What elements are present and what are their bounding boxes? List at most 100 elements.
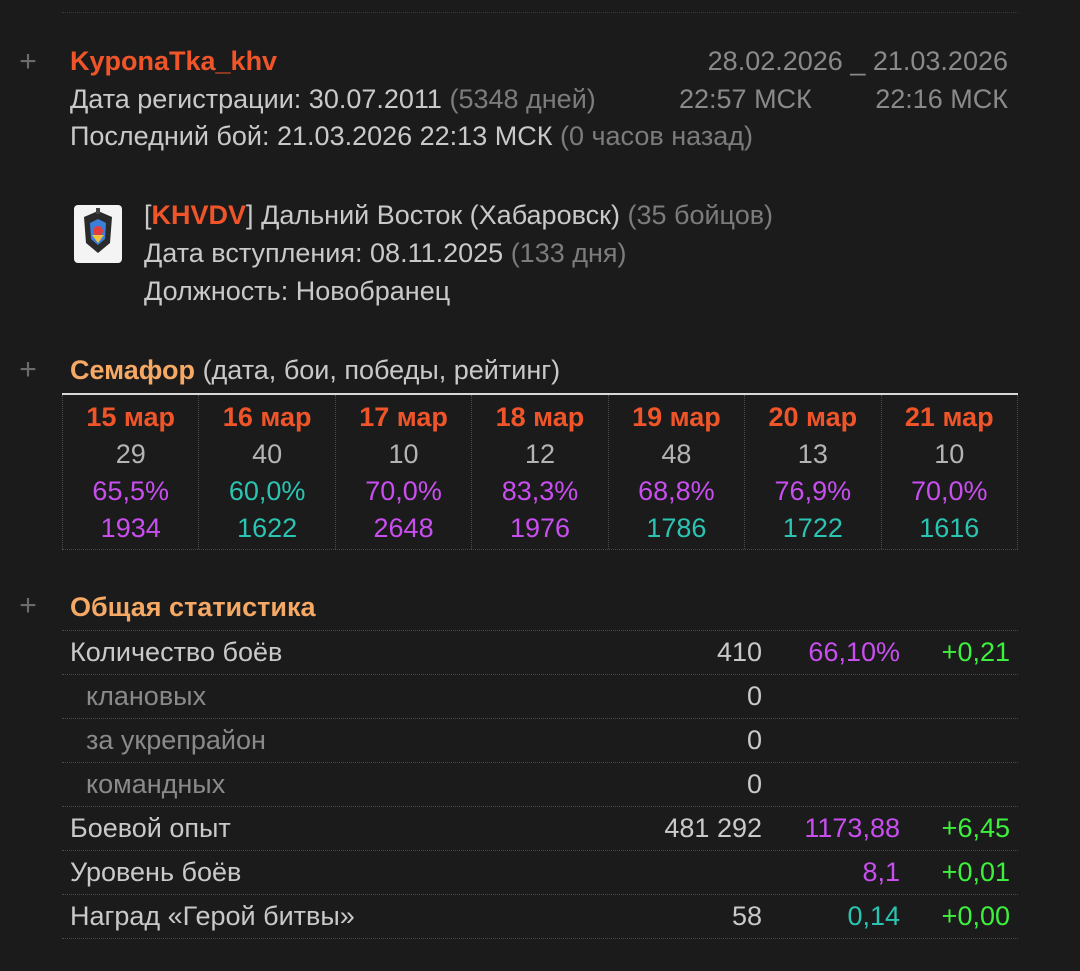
clan-join-date: 08.11.2025 <box>370 238 504 268</box>
stat-label: клановых <box>86 681 207 711</box>
semafor-day-winrate: 70,0% <box>365 476 442 506</box>
stat-average: 8,1 <box>862 857 900 887</box>
semafor-day-battles: 13 <box>797 439 828 469</box>
semafor-header: Семафор (дата, бои, победы, рейтинг) <box>70 355 560 386</box>
semafor-day-winrate: 68,8% <box>638 476 715 506</box>
semafor-day-column: 20 мар 13 76,9% 1722 <box>744 395 880 549</box>
stat-row: Наград «Герой битвы» 58 0,14 +0,00 <box>62 895 1018 939</box>
semafor-day-battles: 29 <box>115 439 146 469</box>
stat-row: Количество боёв 410 66,10% +0,21 <box>62 631 1018 675</box>
clan-emblem-icon[interactable] <box>74 205 122 263</box>
semafor-day-winrate: 76,9% <box>774 476 852 506</box>
semafor-rule <box>62 393 1018 395</box>
stat-delta: +6,45 <box>941 813 1010 843</box>
stat-delta: +0,01 <box>941 857 1010 887</box>
stat-label: Количество боёв <box>70 637 283 667</box>
semafor-day-date: 19 мар <box>632 402 721 432</box>
stat-row: клановых 0 <box>62 675 1018 719</box>
stat-delta: +0,21 <box>941 637 1010 667</box>
stat-row: командных 0 <box>62 763 1018 807</box>
clan-name[interactable]: Дальний Восток (Хабаровск) <box>261 200 620 230</box>
semafor-title: Семафор <box>70 355 196 385</box>
last-battle-label: Последний бой: <box>70 121 270 151</box>
period-to-date: 21.03.2026 <box>872 46 1008 76</box>
semafor-day-battles: 10 <box>388 439 419 469</box>
clan-role-label: Должность: <box>144 276 289 306</box>
clan-join-line: Дата вступления: 08.11.2025 (133 дня) <box>144 238 627 269</box>
semafor-day-column: 18 мар 12 83,3% 1976 <box>471 395 607 549</box>
period-dates: 28.02.2026 _ 21.03.2026 <box>708 46 1008 77</box>
player-name[interactable]: KyponaTka_khv <box>70 46 278 76</box>
clan-role: Новобранец <box>295 276 451 306</box>
semafor-day-column: 19 мар 48 68,8% 1786 <box>607 395 744 549</box>
registration-line: Дата регистрации: 30.07.2011 (5348 дней) <box>70 84 596 115</box>
stat-label: Уровень боёв <box>70 857 242 887</box>
stat-delta: +0,00 <box>941 901 1010 931</box>
semafor-day-rating: 1622 <box>237 513 298 543</box>
period-from-time: 22:57 МСК <box>679 84 812 114</box>
clan-join-label: Дата вступления: <box>144 238 363 268</box>
registration-label: Дата регистрации: <box>70 84 302 114</box>
semafor-day-date: 16 мар <box>222 402 312 432</box>
clan-bracket-open: [ <box>144 200 152 230</box>
stat-label: Боевой опыт <box>70 813 231 843</box>
semafor-day-battles: 12 <box>524 439 555 469</box>
semafor-day-rating: 1786 <box>646 513 707 543</box>
expand-semafor-plus-icon[interactable]: + <box>19 353 37 386</box>
semafor-day-winrate: 60,0% <box>228 476 306 506</box>
clan-tag[interactable]: KHVDV <box>151 200 247 230</box>
semafor-day-battles: 10 <box>934 439 965 469</box>
stat-value: 58 <box>731 901 762 931</box>
semafor-day-rating: 1976 <box>509 513 571 543</box>
semafor-day-date: 15 мар <box>86 402 176 432</box>
semafor-day-rating: 1616 <box>919 513 980 543</box>
stat-value: 481 292 <box>664 813 762 843</box>
stat-average: 1173,88 <box>804 813 900 843</box>
stat-value: 410 <box>716 637 762 667</box>
semafor-day-winrate: 65,5% <box>92 476 169 506</box>
registration-days: (5348 дней) <box>449 84 596 114</box>
expand-player-plus-icon[interactable]: + <box>19 45 37 78</box>
expand-general-plus-icon[interactable]: + <box>19 589 37 622</box>
stat-value: 0 <box>746 681 762 711</box>
semafor-day-rating: 1722 <box>782 513 843 543</box>
registration-date: 30.07.2011 <box>308 84 442 114</box>
semafor-day-winrate: 70,0% <box>910 476 988 506</box>
semafor-subtitle: (дата, бои, победы, рейтинг) <box>202 355 561 385</box>
clan-bracket-close: ] <box>246 200 254 230</box>
clan-emblem-svg <box>84 208 112 253</box>
semafor-day-date: 20 мар <box>768 402 858 432</box>
semafor-day-column: 15 мар 29 65,5% 1934 <box>62 395 198 549</box>
general-stats-title: Общая статистика <box>70 592 316 622</box>
clan-role-line: Должность: Новобранец <box>144 276 450 307</box>
semafor-day-rating: 2648 <box>373 513 434 543</box>
clan-members: (35 бойцов) <box>627 200 774 230</box>
stat-label: командных <box>86 769 226 799</box>
stat-row: Боевой опыт 481 292 1173,88 +6,45 <box>62 807 1018 851</box>
semafor-day-date: 18 мар <box>495 402 585 432</box>
top-divider <box>62 0 1018 13</box>
clan-join-days: (133 дня) <box>510 238 627 268</box>
period-to-time: 22:16 МСК <box>875 84 1008 114</box>
semafor-day-battles: 40 <box>252 439 283 469</box>
semafor-table: 15 мар 29 65,5% 1934 16 мар 40 60,0% 1622 17 мар… <box>62 395 1018 550</box>
semafor-day-battles: 48 <box>661 439 692 469</box>
general-stats-table: Количество боёв 410 66,10% +0,21 клановых 0 за… <box>62 630 1018 939</box>
stat-value: 0 <box>746 769 762 799</box>
semafor-day-winrate: 83,3% <box>501 476 579 506</box>
last-battle-date: 21.03.2026 22:13 МСК <box>277 121 553 151</box>
period-separator: _ <box>850 46 866 76</box>
stat-average: 0,14 <box>847 901 900 931</box>
stat-average: 66,10% <box>808 637 900 667</box>
stat-label: Наград «Герой битвы» <box>70 901 355 931</box>
last-battle-line: Последний бой: 21.03.2026 22:13 МСК (0 ч… <box>70 121 753 152</box>
stat-label: за укрепрайон <box>86 725 266 755</box>
semafor-day-date: 17 мар <box>359 402 448 432</box>
period-from-date: 28.02.2026 <box>707 46 843 76</box>
semafor-day-column: 21 мар 10 70,0% 1616 <box>880 395 1018 549</box>
semafor-day-column: 17 мар 10 70,0% 2648 <box>334 395 471 549</box>
semafor-day-rating: 1934 <box>100 513 161 543</box>
stat-value: 0 <box>746 725 762 755</box>
stat-row: за укрепрайон 0 <box>62 719 1018 763</box>
semafor-day-column: 16 мар 40 60,0% 1622 <box>198 395 334 549</box>
